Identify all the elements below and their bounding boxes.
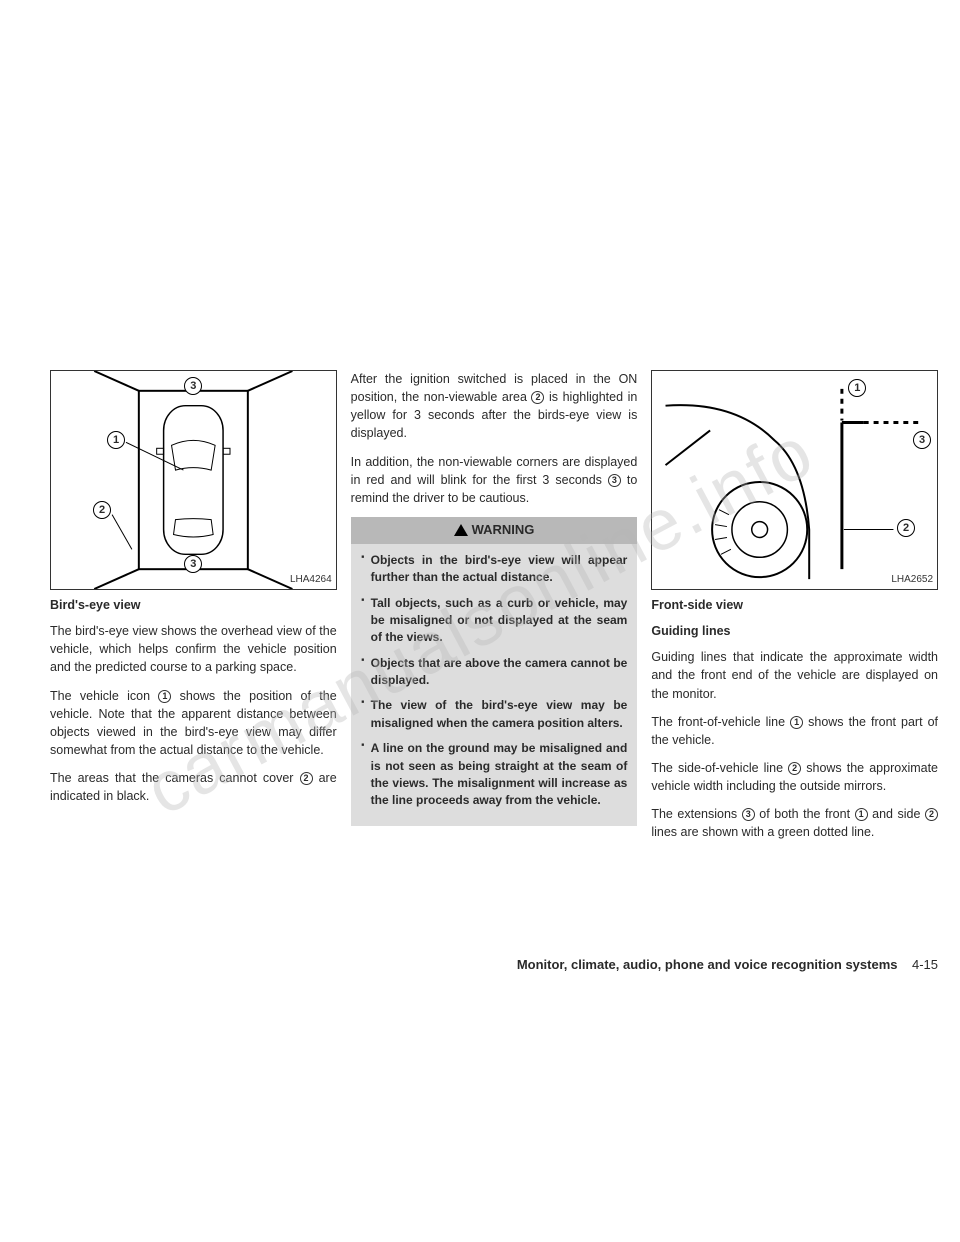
col3-para3-a: The side-of-vehicle line [651,761,788,775]
col2-para2-marker: 3 [608,474,621,487]
birds-eye-figure: 3 3 1 2 LHA4264 [50,370,337,590]
col1-para2-marker: 1 [158,690,171,703]
col1-para3-marker: 2 [300,772,313,785]
col3-para2-marker: 1 [790,716,803,729]
col3-para2-a: The front-of-vehicle line [651,715,790,729]
col2-para2-a: In addition, the non-viewable corners ar… [351,455,638,487]
figure-marker-3-bottom: 3 [184,555,202,573]
footer-page [901,957,912,972]
col3-para4: The extensions 3 of both the front 1 and… [651,805,938,841]
figure-marker-2: 2 [93,501,111,519]
col3-para4-a: The extensions [651,807,741,821]
warning-item: Objects that are above the camera cannot… [361,655,628,690]
col1-para3: The areas that the cameras cannot cover … [50,769,337,805]
column-3: 1 3 2 LHA2652 Front-side view Guiding li… [651,370,938,851]
col3-para3-marker: 2 [788,762,801,775]
figure2-marker-3: 3 [913,431,931,449]
col3-para4-marker1: 3 [742,808,755,821]
figure2-marker-2: 2 [897,519,915,537]
warning-list: Objects in the bird's-eye view will appe… [361,552,628,810]
footer-section: Monitor, climate, audio, phone and voice… [517,957,898,972]
figure-marker-1: 1 [107,431,125,449]
col3-para1: Guiding lines that indicate the approxim… [651,648,938,702]
birds-eye-heading: Bird's-eye view [50,596,337,614]
front-side-svg [652,371,937,589]
column-1: 3 3 1 2 LHA4264 Bird's-eye view The bird… [50,370,337,851]
warning-item: A line on the ground may be misaligned a… [361,740,628,810]
warning-item: Objects in the bird's-eye view will appe… [361,552,628,587]
col2-para1-marker: 2 [531,391,544,404]
col3-para4-b: of both the front [755,807,855,821]
front-side-heading: Front-side view [651,596,938,614]
footer-page-num: 4-15 [912,957,938,972]
col1-para3-a: The areas that the cameras cannot cover [50,771,300,785]
figure-label-2: LHA2652 [891,573,933,588]
page-footer: Monitor, climate, audio, phone and voice… [517,957,938,972]
figure-label-1: LHA4264 [290,573,332,588]
page-content: 3 3 1 2 LHA4264 Bird's-eye view The bird… [50,370,938,851]
col3-para4-c: and side [868,807,925,821]
front-side-figure: 1 3 2 LHA2652 [651,370,938,590]
warning-item: Tall objects, such as a curb or vehicle,… [361,595,628,647]
col3-para4-marker2: 1 [855,808,868,821]
warning-body: Objects in the bird's-eye view will appe… [351,544,638,826]
col2-para2: In addition, the non-viewable corners ar… [351,453,638,507]
guiding-lines-heading: Guiding lines [651,622,938,640]
col3-para2: The front-of-vehicle line 1 shows the fr… [651,713,938,749]
col1-para2: The vehicle icon 1 shows the position of… [50,687,337,760]
col3-para4-marker3: 2 [925,808,938,821]
col1-para1: The bird's-eye view shows the overhead v… [50,622,337,676]
warning-icon [454,524,468,536]
col3-para4-d: lines are shown with a green dotted line… [651,825,874,839]
warning-header: WARNING [351,517,638,544]
warning-item: The view of the bird's-eye view may be m… [361,697,628,732]
col1-para2-a: The vehicle icon [50,689,158,703]
column-2: After the ignition switched is placed in… [351,370,638,851]
figure-marker-3-top: 3 [184,377,202,395]
col2-para1: After the ignition switched is placed in… [351,370,638,443]
warning-title: WARNING [472,521,535,540]
col3-para3: The side-of-vehicle line 2 shows the app… [651,759,938,795]
